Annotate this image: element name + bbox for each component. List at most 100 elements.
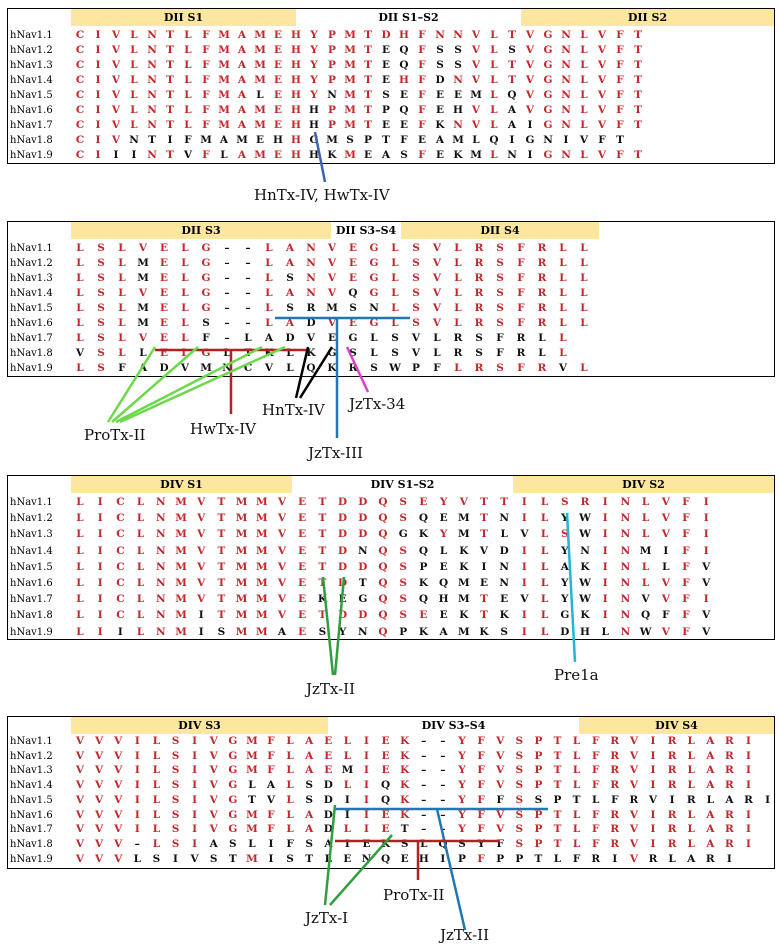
residue: – [440, 793, 446, 806]
residue: S [412, 287, 420, 299]
residue: S [561, 496, 569, 508]
residue: I [344, 808, 350, 821]
residue: C [116, 577, 125, 589]
residue: L [580, 242, 588, 254]
toxin-label-protx-ii: ProTx-II [84, 426, 146, 444]
residue: M [254, 59, 266, 71]
sequence-row: hNav1.5 V V V I L S I V G T V L S D I I Q K – – Y F F S S P T L F R V I R… [8, 793, 774, 808]
residue: A [237, 89, 247, 101]
residue: I [97, 609, 103, 622]
residue: A [507, 104, 517, 116]
residue: I [167, 134, 173, 146]
residue: L [391, 257, 399, 269]
residue: N [561, 74, 571, 86]
residue: R [537, 317, 547, 329]
residue: D [338, 496, 348, 508]
residue: T [244, 347, 252, 359]
residue: V [209, 808, 218, 821]
residue: S [97, 242, 105, 254]
residue: F [202, 149, 210, 161]
isoform-name: hNav1.7 [10, 120, 53, 131]
residue: H [273, 134, 283, 146]
residue: V [75, 749, 85, 762]
sequence-row: hNav1.4 C I V L N T L F M A M E H Y P M T E H F D N V L T V G N L V F T [8, 73, 774, 88]
residue: E [381, 764, 390, 777]
residue: V [525, 44, 535, 56]
residue: T [166, 44, 174, 56]
isoform-name: hNav1.4 [10, 75, 53, 86]
residue: I [134, 808, 140, 821]
residue: L [343, 823, 352, 836]
residue: L [572, 808, 581, 821]
residue: V [264, 362, 274, 374]
residue: V [525, 104, 535, 116]
isoform-name: hNav1.3 [10, 529, 53, 541]
residue: S [561, 528, 569, 541]
residue: F [418, 44, 426, 56]
residue: I [344, 837, 350, 850]
residue: N [580, 544, 590, 557]
residue: M [235, 512, 248, 525]
residue: R [474, 362, 484, 374]
residue: L [118, 347, 126, 359]
residue: N [499, 512, 509, 525]
residue: E [159, 242, 168, 254]
residue: V [209, 735, 218, 747]
residue: A [219, 134, 229, 146]
residue: M [344, 119, 356, 131]
residue: R [537, 257, 547, 269]
residue: L [572, 837, 581, 850]
toxin-label-jztx-ii-div: JzTx-II [440, 926, 490, 944]
residue: I [650, 779, 656, 792]
residue: L [572, 823, 581, 836]
residue: V [661, 577, 670, 589]
residue: N [147, 29, 157, 41]
residue: E [400, 852, 409, 865]
residue: S [286, 302, 294, 314]
residue: P [382, 104, 390, 116]
residue: I [97, 625, 103, 638]
residue: T [553, 735, 562, 747]
residue: D [338, 544, 348, 557]
residue: L [136, 496, 145, 508]
residue: C [116, 512, 125, 525]
residue: H [438, 593, 449, 606]
residue: L [500, 528, 508, 541]
residue: L [391, 287, 399, 299]
residue: S [534, 793, 543, 806]
residue: L [184, 119, 192, 131]
residue: L [265, 317, 273, 329]
residue: I [602, 528, 608, 541]
residue: L [540, 560, 549, 573]
residue: T [364, 74, 372, 86]
residue: L [687, 808, 695, 821]
residue: V [277, 528, 287, 541]
residue: L [540, 544, 549, 557]
residue: T [318, 528, 327, 541]
residue: L [152, 749, 161, 762]
residue: Q [381, 852, 391, 865]
residue: D [323, 793, 333, 806]
residue: E [324, 764, 333, 777]
sequence-row: hNav1.9 V V V L S I V S T M I S T L E N Q E H I P F P P T L F R I V R L A… [8, 852, 774, 867]
residue: V [525, 29, 535, 41]
residue: N [147, 74, 157, 86]
residue: T [364, 119, 372, 131]
residue: I [650, 837, 656, 850]
residue: N [543, 134, 553, 146]
residue: S [171, 749, 180, 762]
residue: L [559, 332, 567, 344]
residue: V [111, 119, 121, 131]
residue: V [114, 852, 123, 865]
residue: L [343, 779, 352, 792]
residue: L [420, 837, 428, 850]
residue: G [201, 347, 211, 359]
residue: I [650, 764, 656, 777]
residue: T [572, 793, 581, 806]
residue: I [97, 528, 103, 541]
residue: I [364, 779, 369, 792]
residue: L [181, 257, 189, 269]
residue: L [248, 779, 256, 792]
residue: V [114, 749, 123, 762]
residue: Y [561, 593, 569, 606]
